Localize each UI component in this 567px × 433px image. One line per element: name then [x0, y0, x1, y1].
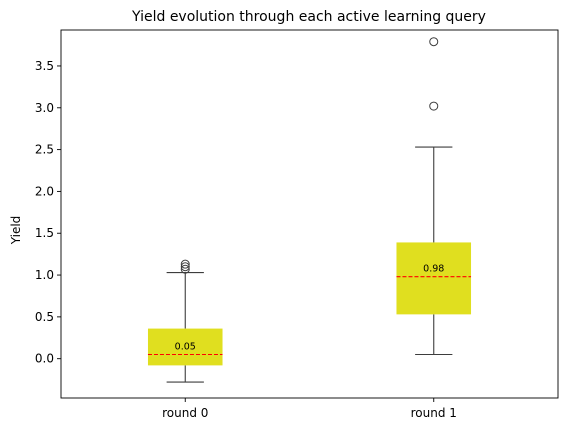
y-tick-label: 3.0: [35, 101, 54, 115]
axes-frame: [60, 29, 559, 399]
y-tick-label: 0.0: [35, 352, 54, 366]
iqr-box: [396, 242, 472, 315]
x-tick-label: round 1: [411, 406, 457, 420]
y-tick-label: 1.5: [35, 226, 54, 240]
y-tick-label: 2.0: [35, 184, 54, 198]
y-axis-label: Yield: [9, 216, 23, 246]
y-tick-label: 0.5: [35, 310, 54, 324]
x-tick-label: round 0: [162, 406, 208, 420]
y-tick-label: 1.0: [35, 268, 54, 282]
iqr-box: [147, 328, 223, 366]
chart-title: Yield evolution through each active lear…: [131, 9, 486, 25]
outlier-point: [429, 101, 439, 111]
median-label: 0.98: [423, 264, 444, 275]
y-tick-label: 2.5: [35, 143, 54, 157]
plot-area: 0.05 0.98: [147, 37, 472, 383]
outlier-point: [180, 264, 190, 274]
outlier-point: [180, 259, 190, 269]
outlier-point: [180, 262, 190, 272]
median-label: 0.05: [175, 342, 196, 353]
y-tick-label: 3.5: [35, 59, 54, 73]
outlier-point: [429, 37, 439, 47]
